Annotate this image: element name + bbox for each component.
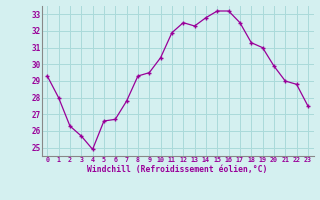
X-axis label: Windchill (Refroidissement éolien,°C): Windchill (Refroidissement éolien,°C) [87,165,268,174]
